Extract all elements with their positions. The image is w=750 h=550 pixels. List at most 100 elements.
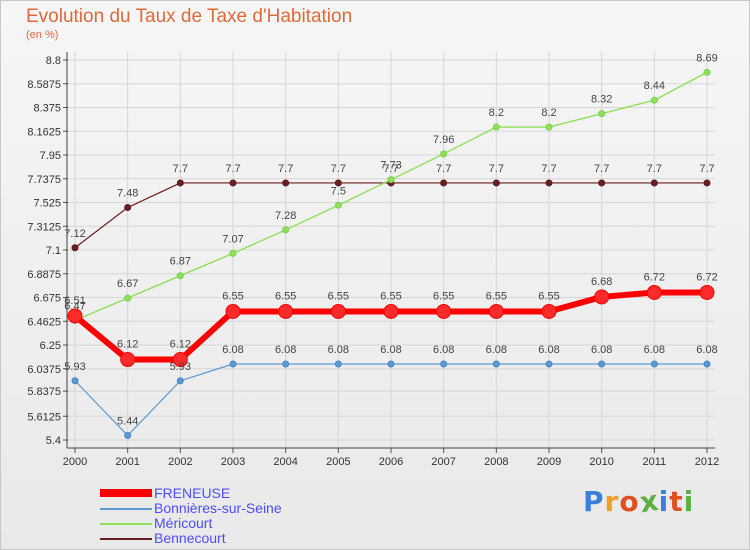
data-point	[383, 303, 399, 319]
data-point	[436, 303, 452, 319]
data-label: 6.08	[644, 344, 665, 356]
legend-swatch-freneuse	[100, 489, 152, 497]
y-tick-label: 6.8875	[27, 269, 61, 281]
data-point	[176, 272, 184, 280]
y-tick-label: 7.95	[40, 150, 61, 162]
data-label: 7.7	[278, 163, 293, 175]
y-tick-label: 8.1625	[27, 126, 61, 138]
data-label: 6.68	[591, 276, 612, 288]
data-point	[492, 360, 500, 368]
legend-label: Bonnières-sur-Seine	[154, 500, 282, 516]
data-label: 7.7	[383, 163, 398, 175]
data-point	[67, 308, 83, 324]
logo-letter: x	[637, 483, 661, 520]
legend-swatch-mericourt	[100, 523, 152, 525]
data-point	[176, 179, 184, 187]
legend-swatch-bennecourt	[100, 538, 152, 540]
legend-swatch-bonnieres	[100, 508, 152, 510]
y-tick-label: 8.8	[46, 55, 61, 67]
data-point	[545, 123, 553, 131]
data-label: 6.51	[64, 295, 85, 307]
data-label: 7.7	[225, 163, 240, 175]
data-point	[440, 360, 448, 368]
data-point	[387, 360, 395, 368]
data-label: 6.08	[433, 344, 454, 356]
y-tick-label: 8.375	[33, 103, 61, 115]
data-point	[282, 360, 290, 368]
data-point	[229, 249, 237, 257]
x-tick-label: 2009	[537, 456, 561, 468]
data-point	[492, 179, 500, 187]
x-tick-label: 2006	[379, 456, 403, 468]
data-point	[278, 303, 294, 319]
logo-letter: r	[604, 485, 620, 518]
data-point	[282, 226, 290, 234]
data-label: 6.12	[117, 339, 138, 351]
data-label: 7.07	[222, 233, 243, 245]
y-tick-label: 7.3125	[27, 221, 61, 233]
data-label: 6.08	[486, 344, 507, 356]
data-label: 8.32	[591, 94, 612, 106]
x-tick-label: 2000	[63, 456, 87, 468]
data-point	[598, 179, 606, 187]
data-label: 8.69	[696, 52, 717, 64]
legend-label: Méricourt	[154, 515, 213, 531]
data-point	[541, 303, 557, 319]
data-point	[334, 360, 342, 368]
logo-letter: i	[658, 485, 670, 518]
data-point	[703, 68, 711, 76]
y-tick-label: 7.7375	[27, 174, 61, 186]
data-label: 6.08	[328, 344, 349, 356]
data-label: 6.08	[696, 344, 717, 356]
data-point	[650, 360, 658, 368]
data-point	[229, 360, 237, 368]
data-point	[334, 179, 342, 187]
data-label: 6.08	[222, 344, 243, 356]
data-point	[545, 360, 553, 368]
data-label: 7.96	[433, 134, 454, 146]
data-point	[598, 360, 606, 368]
data-label: 8.44	[644, 80, 665, 92]
x-tick-label: 2008	[484, 456, 508, 468]
data-label: 7.7	[647, 163, 662, 175]
chart-title: Evolution du Taux de Taxe d'Habitation	[26, 6, 353, 27]
y-tick-label: 8.5875	[27, 79, 61, 91]
data-label: 6.55	[486, 290, 507, 302]
data-point	[646, 284, 662, 300]
data-label: 6.08	[380, 344, 401, 356]
y-tick-label: 6.4625	[27, 316, 61, 328]
y-tick-label: 5.4	[46, 435, 61, 447]
data-label: 6.08	[275, 344, 296, 356]
x-tick-label: 2012	[695, 456, 719, 468]
data-label: 5.93	[170, 361, 191, 373]
data-point	[488, 303, 504, 319]
y-tick-label: 5.6125	[27, 411, 61, 423]
data-label: 6.08	[538, 344, 559, 356]
data-label: 6.72	[644, 271, 665, 283]
data-label: 6.72	[696, 271, 717, 283]
data-label: 6.08	[591, 344, 612, 356]
data-label: 7.5	[331, 185, 346, 197]
data-label: 6.87	[170, 256, 191, 268]
data-label: 8.2	[541, 107, 556, 119]
data-label: 5.93	[64, 361, 85, 373]
data-point	[71, 244, 79, 252]
data-label: 6.55	[380, 290, 401, 302]
data-point	[545, 179, 553, 187]
x-tick-label: 2011	[643, 456, 667, 468]
data-point	[440, 179, 448, 187]
y-tick-label: 6.675	[33, 293, 61, 305]
data-point	[124, 294, 132, 302]
data-label: 7.7	[331, 163, 346, 175]
data-label: 6.55	[538, 290, 559, 302]
x-tick-label: 2004	[273, 456, 297, 468]
logo-letter: P	[583, 485, 605, 518]
data-point	[334, 201, 342, 209]
data-point	[492, 123, 500, 131]
y-tick-label: 5.8375	[27, 386, 61, 398]
logo-letter: t	[669, 485, 684, 518]
logo-letter: i	[683, 485, 695, 518]
data-label: 7.7	[173, 163, 188, 175]
logo-letter: o	[619, 485, 640, 518]
data-label: 6.67	[117, 278, 138, 290]
